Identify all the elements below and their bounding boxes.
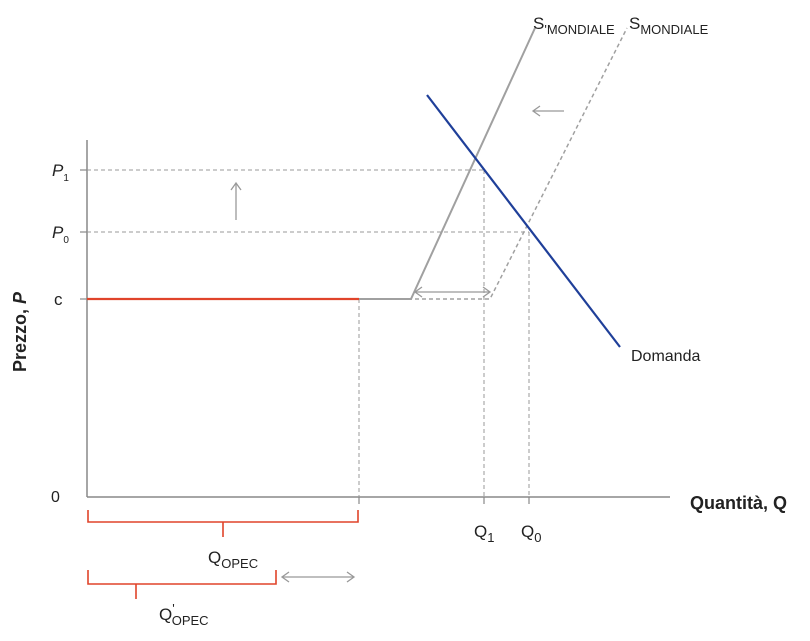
demand-label: Domanda <box>631 348 700 365</box>
y-axis-title: Prezzo, P <box>10 291 30 372</box>
x-label-q1: Q1 <box>474 522 494 545</box>
demand-curve <box>426 94 621 348</box>
y-label-p0: P0 <box>52 223 69 246</box>
qopec-label: QOPEC <box>208 548 258 571</box>
y-label-p1: P1 <box>52 161 69 184</box>
origin-label: 0 <box>51 489 60 506</box>
x-axis-title: Quantità, Q <box>690 493 787 513</box>
supply-mondiale-curve <box>359 27 628 300</box>
x-label-q0: Q0 <box>521 522 541 545</box>
opec-reduction-double-arrow-icon <box>280 571 356 583</box>
supply-mondiale-prime-curve <box>359 27 536 300</box>
y-label-c: c <box>54 290 63 309</box>
supply-shift-left-arrow-icon <box>531 105 564 117</box>
supply-mondiale-label: SMONDIALE <box>629 14 709 37</box>
qopec-prime-label: Q' OPEC <box>159 601 209 628</box>
supply-mondiale-prime-label: S'MONDIALE <box>533 14 615 37</box>
kink-shift-double-arrow-icon <box>413 286 492 298</box>
qopec-bracket <box>87 510 359 537</box>
price-increase-arrow-icon <box>230 181 242 220</box>
qopec-prime-bracket <box>87 570 277 599</box>
